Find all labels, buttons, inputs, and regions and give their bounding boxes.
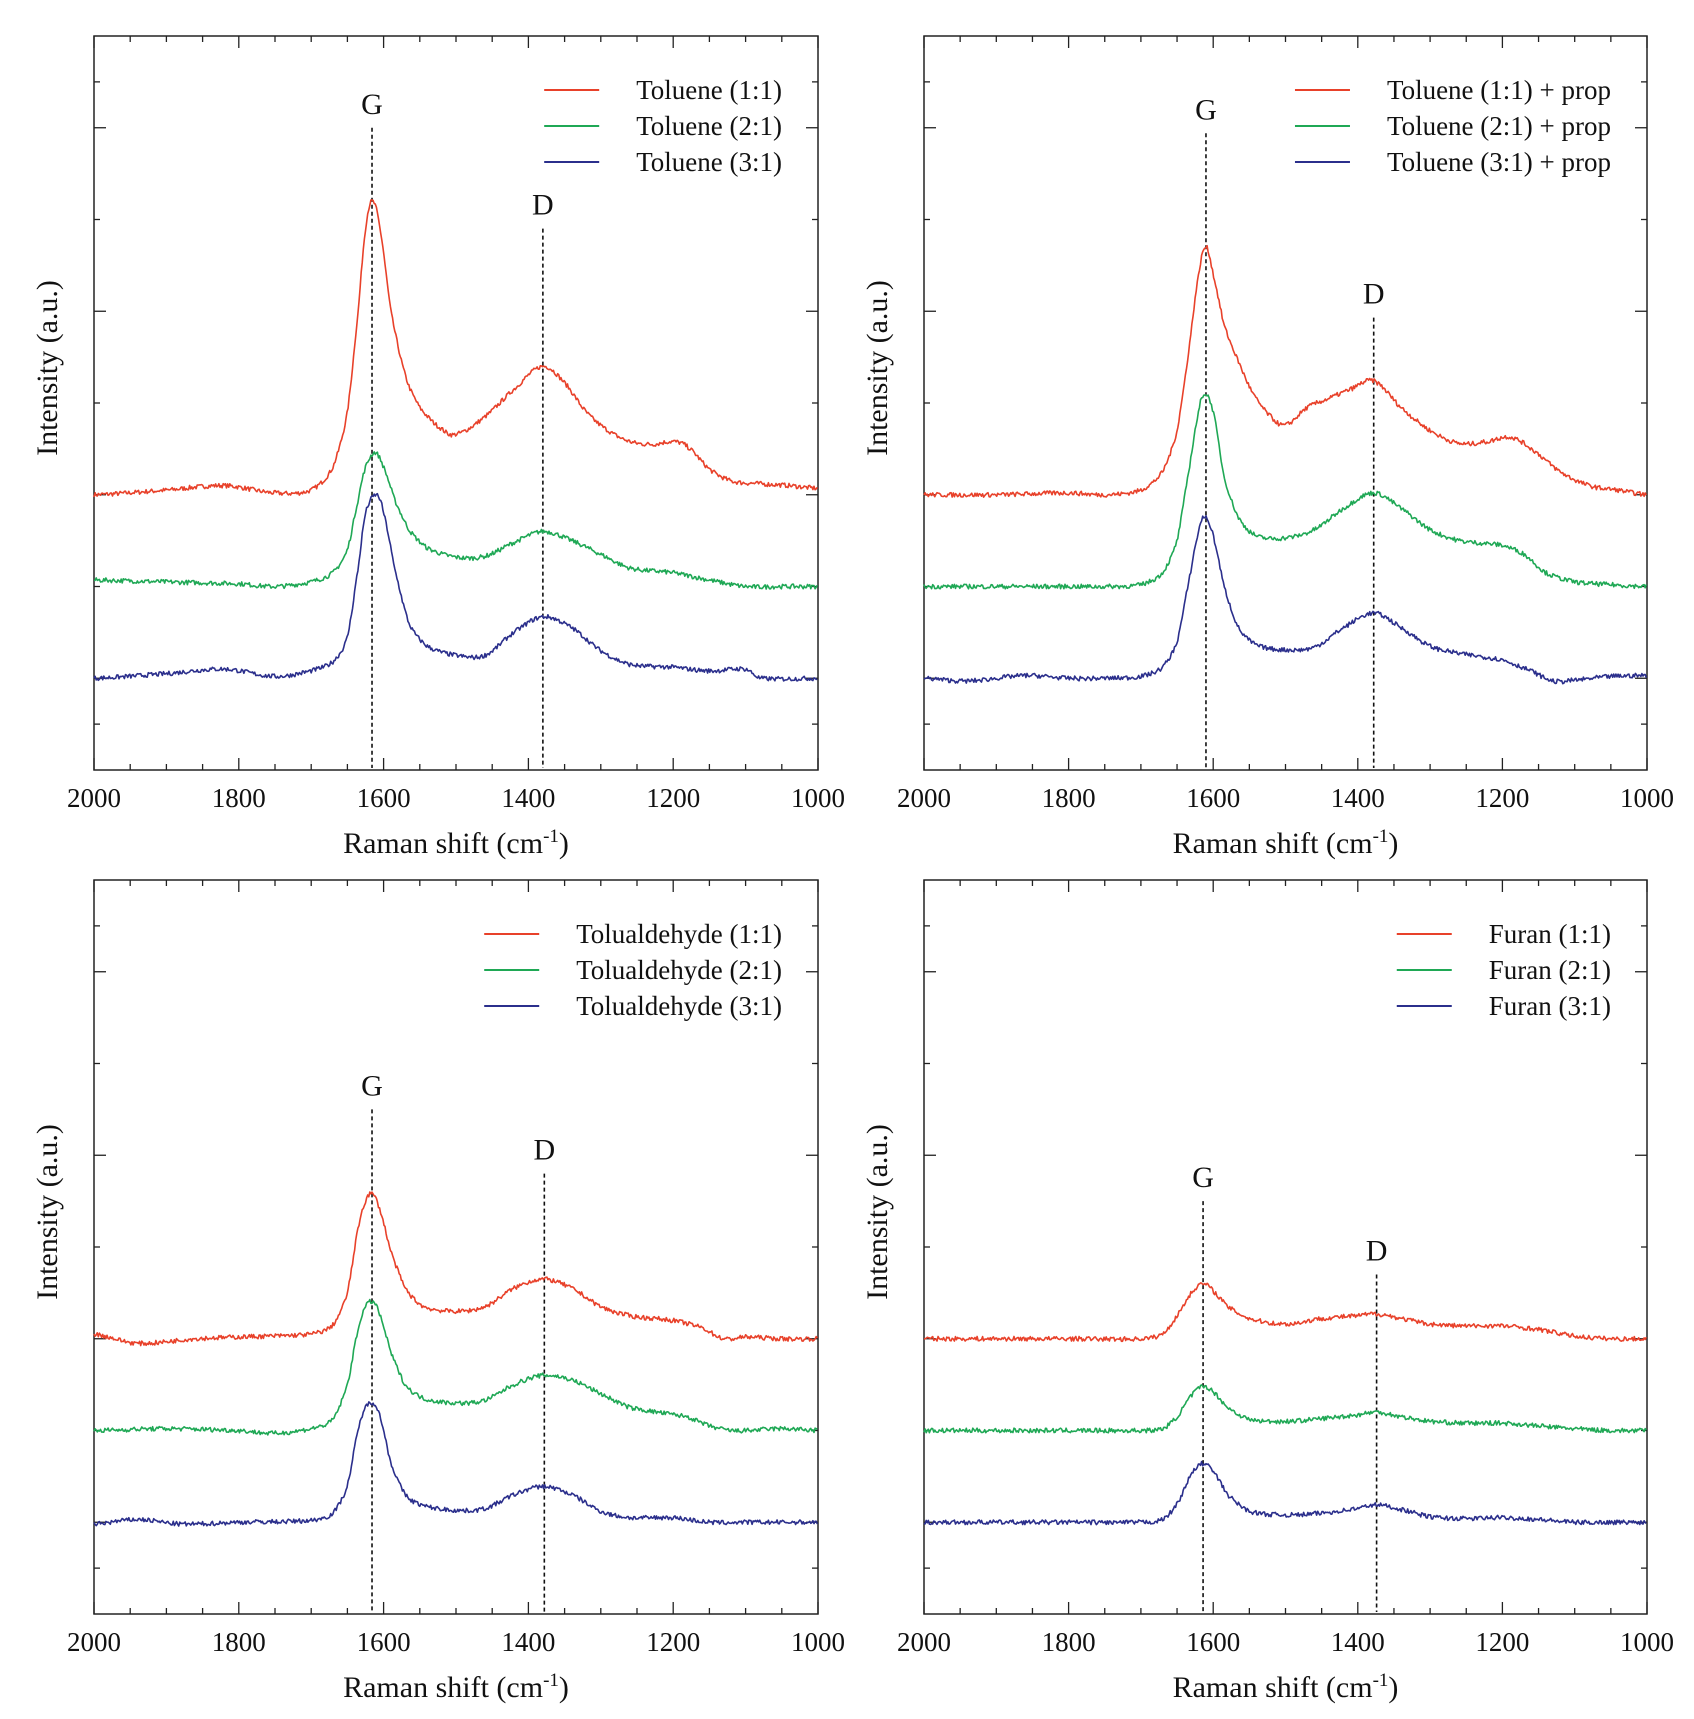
legend-label: Toluene (2:1) xyxy=(636,111,782,141)
peak-label-D: D xyxy=(532,189,554,222)
x-axis-label: Raman shift (cm-1) xyxy=(1173,1670,1399,1704)
x-axis-label: Raman shift (cm-1) xyxy=(1173,826,1399,860)
legend-label: Tolualdehyde (2:1) xyxy=(576,955,782,985)
x-tick-label: 1400 xyxy=(501,783,555,813)
x-tick-label: 1600 xyxy=(357,1627,411,1657)
legend-label: Furan (2:1) xyxy=(1489,955,1611,985)
series-line-2 xyxy=(93,1298,818,1436)
legend-label: Tolualdehyde (3:1) xyxy=(576,991,782,1021)
legend: Toluene (1:1) + prop Toluene (2:1) + prop… xyxy=(1294,75,1611,177)
panel-3: 2000 1800 1600 1400 1200 1000 Raman shift (cm-… xyxy=(31,879,845,1704)
legend-label: Furan (1:1) xyxy=(1489,919,1611,949)
series-line-3 xyxy=(923,515,1648,685)
legend-label: Furan (3:1) xyxy=(1489,991,1611,1021)
series-line-3 xyxy=(923,1460,1647,1526)
x-tick-label: 1800 xyxy=(212,783,266,813)
y-axis-label: Intensity (a.u.) xyxy=(31,280,64,456)
peak-label-D: D xyxy=(533,1134,555,1167)
y-axis-label: Intensity (a.u.) xyxy=(31,1124,64,1300)
legend-label: Toluene (1:1) + prop xyxy=(1387,75,1611,105)
x-axis-label: Raman shift (cm-1) xyxy=(343,826,569,860)
x-tick-label: 1400 xyxy=(501,1627,555,1657)
peak-label-D: D xyxy=(1363,278,1385,311)
x-tick-label: 1000 xyxy=(1620,783,1674,813)
series-line-3 xyxy=(93,1401,819,1527)
series-line-2 xyxy=(923,1384,1647,1434)
x-tick-label: 1600 xyxy=(1186,783,1240,813)
y-axis-label: Intensity (a.u.) xyxy=(861,1124,894,1300)
panel-1: 2000 1800 1600 1400 1200 1000 Raman shift (cm-… xyxy=(31,35,845,860)
panel-2: 2000 1800 1600 1400 1200 1000 Raman shift (cm-… xyxy=(861,35,1674,860)
legend: Furan (1:1) Furan (2:1) Furan (3:1) xyxy=(1396,919,1611,1021)
x-tick-label: 1200 xyxy=(646,783,700,813)
peak-label-G: G xyxy=(1192,1161,1214,1194)
x-tick-label: 1000 xyxy=(1620,1627,1674,1657)
x-tick-label: 1200 xyxy=(1475,1627,1529,1657)
series-line-1 xyxy=(923,1282,1648,1343)
x-tick-label: 1200 xyxy=(646,1627,700,1657)
peak-label-D: D xyxy=(1366,1235,1388,1268)
legend-label: Toluene (3:1) + prop xyxy=(1387,147,1611,177)
legend-label: Toluene (2:1) + prop xyxy=(1387,111,1611,141)
panel-4: 2000 1800 1600 1400 1200 1000 Raman shift (cm-… xyxy=(861,879,1674,1704)
x-tick-label: 2000 xyxy=(67,1627,121,1657)
peak-label-G: G xyxy=(361,1069,383,1102)
x-tick-label: 1400 xyxy=(1331,1627,1385,1657)
legend-label: Tolualdehyde (1:1) xyxy=(576,919,782,949)
x-axis-label: Raman shift (cm-1) xyxy=(343,1670,569,1704)
peak-label-G: G xyxy=(1195,93,1217,126)
series-line-1 xyxy=(93,1191,818,1347)
x-tick-label: 1600 xyxy=(1186,1627,1240,1657)
x-tick-label: 1200 xyxy=(1475,783,1529,813)
x-tick-label: 2000 xyxy=(897,783,951,813)
peak-label-G: G xyxy=(361,88,383,121)
x-tick-label: 1400 xyxy=(1331,783,1385,813)
x-tick-label: 1000 xyxy=(791,1627,845,1657)
x-tick-label: 2000 xyxy=(67,783,121,813)
series-line-3 xyxy=(93,492,818,682)
x-tick-label: 1800 xyxy=(212,1627,266,1657)
x-tick-label: 1000 xyxy=(791,783,845,813)
x-tick-label: 1800 xyxy=(1042,783,1096,813)
series-line-1 xyxy=(923,244,1648,498)
legend-label: Toluene (3:1) xyxy=(636,147,782,177)
x-tick-label: 1800 xyxy=(1042,1627,1096,1657)
legend: Toluene (1:1) Toluene (2:1) Toluene (3:1) xyxy=(544,75,782,177)
x-tick-label: 2000 xyxy=(897,1627,951,1657)
x-tick-label: 1600 xyxy=(357,783,411,813)
y-axis-label: Intensity (a.u.) xyxy=(861,280,894,456)
legend: Tolualdehyde (1:1) Tolualdehyde (2:1) Tolu… xyxy=(484,919,782,1021)
series-line-2 xyxy=(93,451,818,590)
series-line-1 xyxy=(93,199,818,498)
legend-label: Toluene (1:1) xyxy=(636,75,782,105)
series-line-2 xyxy=(923,394,1648,590)
